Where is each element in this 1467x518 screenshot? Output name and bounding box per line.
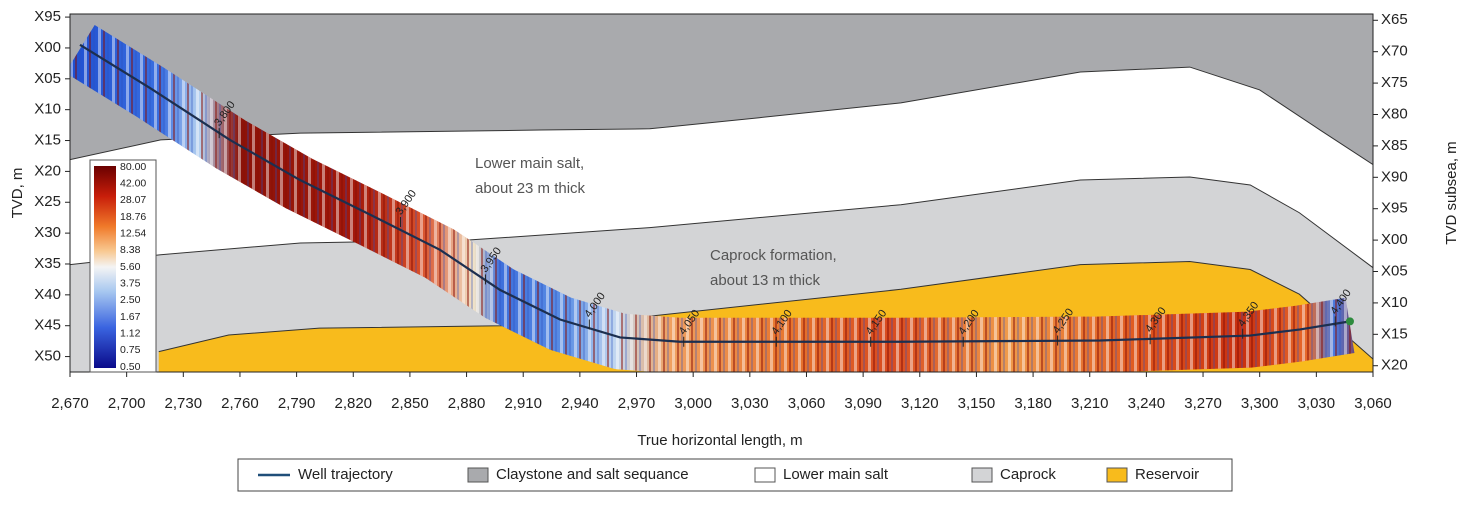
- legend-label: Well trajectory: [298, 466, 393, 483]
- y2-tick-label: X70: [1381, 43, 1408, 60]
- colorbar-label: 0.75: [120, 344, 141, 356]
- y-tick-label: X10: [34, 101, 61, 118]
- x-tick-label: 3,060: [1354, 395, 1392, 412]
- y2-tick-label: X15: [1381, 325, 1408, 342]
- y-tick-label: X00: [34, 39, 61, 56]
- y-tick-label: X45: [34, 317, 61, 334]
- colorbar-label: 28.07: [120, 194, 146, 206]
- colorbar-label: 5.60: [120, 261, 141, 273]
- y-axis-title: TVD, m: [9, 168, 26, 219]
- colorbar-label: 2.50: [120, 294, 141, 306]
- x-tick-label: 3,180: [1014, 395, 1052, 412]
- x-tick-label: 3,090: [844, 395, 882, 412]
- x-tick-label: 3,240: [1128, 395, 1166, 412]
- y-tick-label: X50: [34, 348, 61, 365]
- legend-label: Reservoir: [1135, 466, 1199, 483]
- section: [70, 14, 1373, 372]
- x-tick-label: 3,000: [674, 395, 712, 412]
- y-tick-label: X15: [34, 132, 61, 149]
- trajectory-end: [1346, 317, 1354, 325]
- legend-swatch: [755, 468, 775, 482]
- y2-axis-title: TVD subsea, m: [1443, 141, 1460, 244]
- y-tick-label: X95: [34, 8, 61, 25]
- y-tick-label: X25: [34, 193, 61, 210]
- colorbar-label: 1.12: [120, 327, 141, 339]
- colorbar-label: 80.00: [120, 161, 146, 173]
- x-tick-label: 2,790: [278, 395, 316, 412]
- x-tick-label: 3,300: [1241, 395, 1279, 412]
- legend-swatch: [468, 468, 488, 482]
- y2-tick-label: X90: [1381, 168, 1408, 185]
- x-tick-label: 3,210: [1071, 395, 1109, 412]
- x-tick-label: 2,970: [618, 395, 656, 412]
- colorbar-label: 1.67: [120, 311, 141, 323]
- y2-tick-label: X95: [1381, 200, 1408, 217]
- annotation: Lower main salt,: [475, 155, 584, 172]
- y-tick-label: X05: [34, 70, 61, 87]
- x-tick-label: 3,030: [731, 395, 769, 412]
- y-tick-label: X20: [34, 162, 61, 179]
- annotation: Caprock formation,: [710, 247, 837, 264]
- legend-label: Caprock: [1000, 466, 1056, 483]
- colorbar-label: 18.76: [120, 211, 146, 223]
- legend-label: Claystone and salt sequance: [496, 466, 689, 483]
- y2-tick-label: X00: [1381, 231, 1408, 248]
- y2-tick-label: X75: [1381, 74, 1408, 91]
- x-tick-label: 2,700: [108, 395, 146, 412]
- x-axis-title: True horizontal length, m: [637, 432, 802, 449]
- y2-tick-label: X10: [1381, 294, 1408, 311]
- x-tick-label: 3,120: [901, 395, 939, 412]
- plot-area: [70, 14, 1373, 372]
- x-tick-label: 3,060: [788, 395, 826, 412]
- annotation: about 23 m thick: [475, 180, 586, 197]
- x-tick-label: 3,150: [958, 395, 996, 412]
- x-tick-label: 2,940: [561, 395, 599, 412]
- y2-tick-label: X85: [1381, 137, 1408, 154]
- colorbar-label: 3.75: [120, 277, 141, 289]
- colorbar-label: 42.00: [120, 177, 146, 189]
- y-tick-label: X40: [34, 286, 61, 303]
- x-tick-label: 3,030: [1298, 395, 1336, 412]
- x-tick-label: 2,820: [334, 395, 372, 412]
- y-tick-label: X35: [34, 255, 61, 272]
- y2-tick-label: X05: [1381, 262, 1408, 279]
- colorbar-label: 12.54: [120, 227, 146, 239]
- x-tick-label: 2,730: [165, 395, 203, 412]
- x-tick-label: 2,910: [504, 395, 542, 412]
- x-tick-label: 2,760: [221, 395, 259, 412]
- y2-tick-label: X65: [1381, 11, 1408, 28]
- chart: TVD, m TVD subsea, m True horizontal len…: [0, 0, 1467, 518]
- legend-label: Lower main salt: [783, 466, 889, 483]
- colorbar-label: 8.38: [120, 244, 141, 256]
- x-tick-label: 2,670: [51, 395, 89, 412]
- x-tick-label: 2,880: [448, 395, 486, 412]
- y2-tick-label: X20: [1381, 357, 1408, 374]
- legend-swatch: [972, 468, 992, 482]
- colorbar: [94, 166, 116, 368]
- x-tick-label: 2,850: [391, 395, 429, 412]
- annotation: about 13 m thick: [710, 272, 821, 289]
- x-tick-label: 3,270: [1184, 395, 1222, 412]
- legend-swatch: [1107, 468, 1127, 482]
- y-tick-label: X30: [34, 224, 61, 241]
- y2-tick-label: X80: [1381, 105, 1408, 122]
- colorbar-label: 0.50: [120, 361, 141, 373]
